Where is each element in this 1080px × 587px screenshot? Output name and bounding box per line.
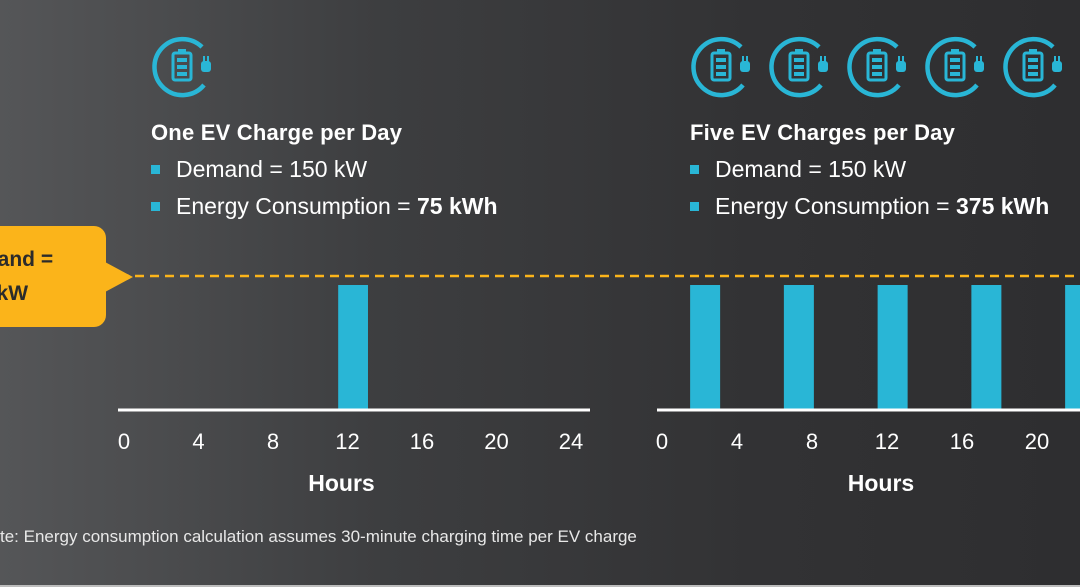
ev-charging-battery-icon xyxy=(925,36,984,98)
ev-charging-battery-icon xyxy=(769,36,828,98)
icon-plug-prong xyxy=(902,56,904,62)
ev-charging-battery-icon xyxy=(691,36,750,98)
demand-bar xyxy=(338,285,368,410)
icon-battery-cell xyxy=(716,65,726,69)
demand-bar xyxy=(1065,285,1080,410)
left-demand-bullet: Demand = 150 kW xyxy=(151,156,367,183)
callout-line-2: 0 kW xyxy=(0,282,29,305)
left-chart-title: One EV Charge per Day xyxy=(151,120,403,145)
icon-plug-prong xyxy=(824,56,826,62)
x-axis-label: Hours xyxy=(848,470,914,496)
left-energy-value: 75 kWh xyxy=(417,193,498,219)
right-energy-label: Energy Consumption = xyxy=(715,193,950,219)
icon-battery-cell xyxy=(794,58,804,62)
x-tick-label: 16 xyxy=(950,429,974,454)
bottom-edge xyxy=(0,585,1080,587)
x-tick-label: 0 xyxy=(118,429,130,454)
right-demand-text: Demand = 150 kW xyxy=(715,156,907,182)
ev-charging-battery-icon xyxy=(1003,36,1062,98)
x-tick-label: 16 xyxy=(410,429,434,454)
icon-battery-cell xyxy=(177,65,187,69)
footnote: te: Energy consumption calculation assum… xyxy=(0,527,637,546)
callout-line-1: mand = xyxy=(0,248,54,271)
icon-plug-prong xyxy=(746,56,748,62)
icon-ring xyxy=(152,36,206,98)
icon-battery-cap xyxy=(717,49,725,53)
icon-plug xyxy=(818,61,828,72)
icon-plug xyxy=(201,61,211,72)
icon-battery-cap xyxy=(951,49,959,53)
x-tick-label: 12 xyxy=(335,429,359,454)
icon-plug-prong xyxy=(1054,56,1056,62)
right-chart-title: Five EV Charges per Day xyxy=(690,120,956,145)
icon-battery-cell xyxy=(950,58,960,62)
icon-battery-cell xyxy=(794,72,804,76)
icon-plug-prong xyxy=(898,56,900,62)
icon-battery-cell xyxy=(794,65,804,69)
x-tick-label: 8 xyxy=(267,429,279,454)
icon-battery-cell xyxy=(872,65,882,69)
icon-ring xyxy=(925,36,979,98)
x-tick-label: 4 xyxy=(192,429,204,454)
x-tick-label: 20 xyxy=(484,429,508,454)
icon-battery-cap xyxy=(178,49,186,53)
icon-plug-prong xyxy=(207,56,209,62)
icon-battery-cell xyxy=(716,72,726,76)
icon-battery-cell xyxy=(950,65,960,69)
icon-ring xyxy=(847,36,901,98)
demand-bar xyxy=(783,285,814,410)
icon-plug xyxy=(1052,61,1062,72)
icon-battery-cap xyxy=(873,49,881,53)
demand-bar xyxy=(877,285,908,410)
icon-plug-prong xyxy=(1058,56,1060,62)
left-energy-label: Energy Consumption = xyxy=(176,193,411,219)
icon-battery-cell xyxy=(1028,72,1038,76)
x-tick-label: 4 xyxy=(731,429,743,454)
x-tick-label: 12 xyxy=(875,429,899,454)
icon-battery-cap xyxy=(1029,49,1037,53)
icon-battery-cell xyxy=(177,72,187,76)
icon-plug-prong xyxy=(820,56,822,62)
icon-battery-cell xyxy=(872,58,882,62)
demand-bar xyxy=(690,285,721,410)
icon-plug xyxy=(974,61,984,72)
icon-battery-cell xyxy=(872,72,882,76)
icon-ring xyxy=(769,36,823,98)
icon-plug-prong xyxy=(976,56,978,62)
icon-battery-cell xyxy=(950,72,960,76)
icon-plug xyxy=(896,61,906,72)
left-demand-text: Demand = 150 kW xyxy=(176,156,368,182)
icon-ring xyxy=(691,36,745,98)
right-energy-bullet: Energy Consumption = 375 kWh xyxy=(690,193,1049,220)
icon-plug-prong xyxy=(742,56,744,62)
icon-battery-cap xyxy=(795,49,803,53)
icon-plug xyxy=(740,61,750,72)
icon-battery-cell xyxy=(1028,65,1038,69)
icon-battery-cell xyxy=(1028,58,1038,62)
peak-demand-callout: mand = 0 kW xyxy=(0,226,133,327)
right-energy-value: 375 kWh xyxy=(956,193,1050,219)
ev-charging-battery-icon xyxy=(847,36,906,98)
x-tick-label: 24 xyxy=(559,429,583,454)
left-energy-bullet: Energy Consumption = 75 kWh xyxy=(151,193,498,220)
icon-battery-cell xyxy=(716,58,726,62)
demand-bar xyxy=(971,285,1002,410)
icon-plug-prong xyxy=(980,56,982,62)
right-demand-bullet: Demand = 150 kW xyxy=(690,156,906,183)
ev-charging-battery-icon xyxy=(152,36,211,98)
icon-plug-prong xyxy=(203,56,205,62)
x-tick-label: 0 xyxy=(656,429,668,454)
icon-battery-cell xyxy=(177,58,187,62)
x-axis-label: Hours xyxy=(308,470,374,496)
icon-ring xyxy=(1003,36,1057,98)
x-tick-label: 20 xyxy=(1025,429,1049,454)
x-tick-label: 8 xyxy=(806,429,818,454)
